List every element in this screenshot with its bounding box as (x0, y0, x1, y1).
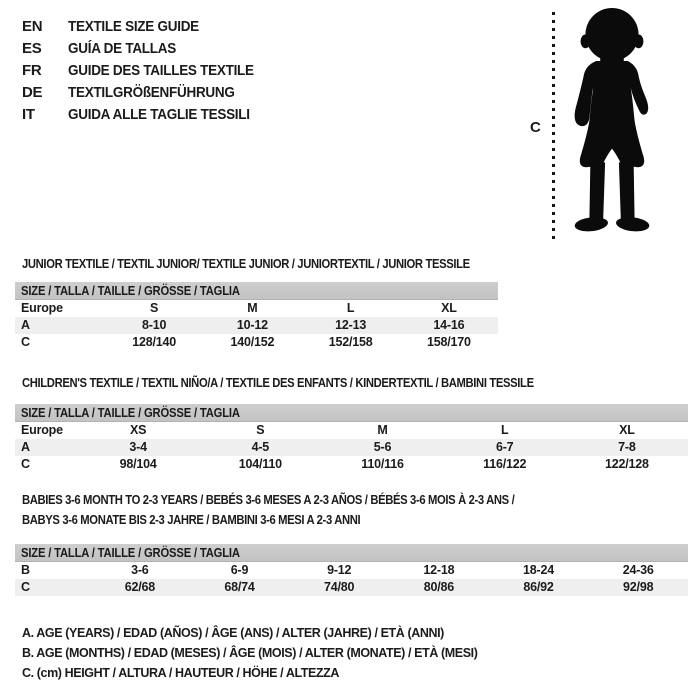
language-code: DE (22, 84, 43, 101)
size-cell: 86/92 (523, 580, 554, 594)
size-cell: 110/116 (361, 457, 404, 471)
size-table-header: SIZE / TALLA / TAILLE / GRÖSSE / TAGLIA (15, 404, 688, 422)
size-cell: 80/86 (423, 580, 454, 594)
language-list: EN TEXTILE SIZE GUIDE ES GUÍA DE TALLAS FR GU… (22, 16, 274, 126)
size-cell: 8-10 (142, 318, 167, 332)
footnote-b: B. AGE (MONTHS) / EDAD (MESES) / ÂGE (MO… (22, 646, 478, 660)
size-cell: S (256, 423, 265, 437)
footnote-c: C. (cm) HEIGHT / ALTURA / HAUTEUR / HÖHE… (22, 666, 340, 680)
language-code: FR (22, 62, 42, 79)
size-cell: 18-24 (523, 563, 555, 577)
height-measure-label: C (530, 119, 541, 136)
language-label: TEXTILE SIZE GUIDE (68, 18, 199, 35)
size-cell: 10-12 (236, 318, 268, 332)
size-table-header-label: SIZE / TALLA / TAILLE / GRÖSSE / TAGLIA (21, 406, 240, 420)
size-cell: 116/122 (483, 457, 527, 471)
size-cell: 3-6 (131, 563, 149, 577)
size-cell: 12-13 (335, 318, 367, 332)
section-title-junior: JUNIOR TEXTILE / TEXTIL JUNIOR/ TEXTILE … (22, 257, 470, 271)
language-row: DE TEXTILGRÖßENFÜHRUNG (22, 82, 274, 104)
size-cell: XL (619, 423, 635, 437)
footnotes: A. AGE (YEARS) / EDAD (AÑOS) / ÂGE (ANS)… (22, 623, 478, 683)
size-cell: 104/110 (238, 457, 282, 471)
row-label: A (21, 440, 30, 454)
language-label: GUIDA ALLE TAGLIE TESSILI (68, 106, 250, 123)
size-table-header-label: SIZE / TALLA / TAILLE / GRÖSSE / TAGLIA (21, 284, 240, 298)
size-cell: 9-12 (327, 563, 352, 577)
size-cell: 5-6 (373, 440, 392, 454)
size-table-junior: SIZE / TALLA / TAILLE / GRÖSSE / TAGLIA E… (15, 282, 498, 351)
size-cell: 12-18 (423, 563, 455, 577)
size-cell: 158/170 (426, 335, 471, 349)
size-cell: 74/80 (324, 580, 355, 594)
language-row: IT GUIDA ALLE TAGLIE TESSILI (22, 104, 274, 126)
size-cell: 24-36 (622, 563, 654, 577)
size-cell: XS (129, 423, 147, 437)
table-row: Europe S M L XL (15, 300, 498, 317)
row-label: C (21, 335, 30, 349)
table-row: C 128/140 140/152 152/158 158/170 (15, 334, 498, 351)
size-cell: 152/158 (328, 335, 373, 349)
row-label: Europe (21, 301, 63, 315)
size-table-header: SIZE / TALLA / TAILLE / GRÖSSE / TAGLIA (15, 282, 498, 300)
table-row: A 8-10 10-12 12-13 14-16 (15, 317, 498, 334)
language-label: GUÍA DE TALLAS (68, 40, 176, 57)
size-cell: 98/104 (119, 457, 157, 471)
row-label: B (21, 563, 30, 577)
row-label: A (21, 318, 30, 332)
row-label: C (21, 580, 30, 594)
language-label: GUIDE DES TAILLES TEXTILE (68, 62, 254, 79)
language-code: IT (22, 106, 35, 123)
table-row: A 3-4 4-5 5-6 6-7 7-8 (15, 439, 688, 456)
size-cell: M (247, 301, 258, 315)
language-row: FR GUIDE DES TAILLES TEXTILE (22, 60, 274, 82)
row-label: C (21, 457, 30, 471)
size-cell: S (150, 301, 159, 315)
section-title-children: CHILDREN'S TEXTILE / TEXTIL NIÑO/A / TEX… (22, 376, 534, 390)
size-table-children: SIZE / TALLA / TAILLE / GRÖSSE / TAGLIA E… (15, 404, 688, 473)
size-cell: 68/74 (224, 580, 255, 594)
size-cell: 92/98 (623, 580, 654, 594)
language-code: ES (22, 40, 42, 57)
table-row: B 3-6 6-9 9-12 12-18 18-24 24-36 (15, 562, 688, 579)
language-code: EN (22, 18, 43, 35)
size-cell: XL (441, 301, 457, 315)
height-dotted-line (552, 12, 555, 242)
footnote-a: A. AGE (YEARS) / EDAD (AÑOS) / ÂGE (ANS)… (22, 626, 444, 640)
size-cell: 62/68 (124, 580, 155, 594)
section-title-babies: BABIES 3-6 MONTH TO 2-3 YEARS / BEBÉS 3-… (22, 493, 515, 527)
size-cell: 3-4 (129, 440, 147, 454)
size-cell: M (377, 423, 388, 437)
size-cell: L (500, 423, 509, 437)
size-table-babies: SIZE / TALLA / TAILLE / GRÖSSE / TAGLIA B… (15, 544, 688, 596)
language-row: EN TEXTILE SIZE GUIDE (22, 16, 274, 38)
size-cell: 6-9 (230, 563, 249, 577)
row-label: Europe (21, 423, 63, 437)
table-row: Europe XS S M L XL (15, 422, 688, 439)
toddler-silhouette-icon (574, 7, 650, 232)
size-cell: 7-8 (618, 440, 636, 454)
size-cell: 14-16 (433, 318, 465, 332)
size-table-header: SIZE / TALLA / TAILLE / GRÖSSE / TAGLIA (15, 544, 688, 562)
size-cell: 4-5 (251, 440, 270, 454)
size-cell: 122/128 (605, 457, 649, 471)
size-cell: L (346, 301, 355, 315)
table-row: C 62/68 68/74 74/80 80/86 86/92 92/98 (15, 579, 688, 596)
size-cell: 128/140 (132, 335, 177, 349)
size-cell: 140/152 (230, 335, 275, 349)
table-row: C 98/104 104/110 110/116 116/122 122/128 (15, 456, 688, 473)
size-cell: 6-7 (495, 440, 514, 454)
size-table-header-label: SIZE / TALLA / TAILLE / GRÖSSE / TAGLIA (21, 546, 240, 560)
language-label: TEXTILGRÖßENFÜHRUNG (68, 84, 235, 101)
language-row: ES GUÍA DE TALLAS (22, 38, 274, 60)
